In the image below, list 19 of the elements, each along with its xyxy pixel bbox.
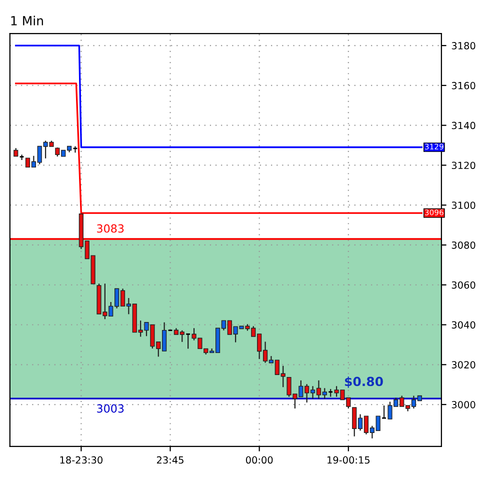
y-tick-label: 3140 <box>452 122 476 130</box>
y-tick-label: 3080 <box>452 241 476 249</box>
y-tick-label: 3040 <box>452 321 476 329</box>
x-tick-label: 00:00 <box>246 456 273 464</box>
y-tick-label: 3120 <box>452 162 476 170</box>
ref-line-label: 3003 <box>97 404 124 413</box>
y-tick-label: 3160 <box>452 82 476 90</box>
annotation: $0.80 <box>344 376 383 388</box>
x-tick-label: 23:45 <box>156 456 184 464</box>
y-tick-label: 3180 <box>452 42 476 50</box>
y-tick-label: 3060 <box>452 281 476 289</box>
y-tick-label: 3020 <box>452 361 476 368</box>
x-tick-label: 19-00:15 <box>328 456 370 464</box>
candlestick <box>19 154 24 161</box>
y-tick-label: 3100 <box>452 202 476 209</box>
ref-line-label: 3083 <box>97 224 124 233</box>
chart-title: 1 Min <box>11 16 43 26</box>
x-tick-label: 18-23:30 <box>60 456 102 464</box>
y-tick-label: 3000 <box>452 401 476 408</box>
